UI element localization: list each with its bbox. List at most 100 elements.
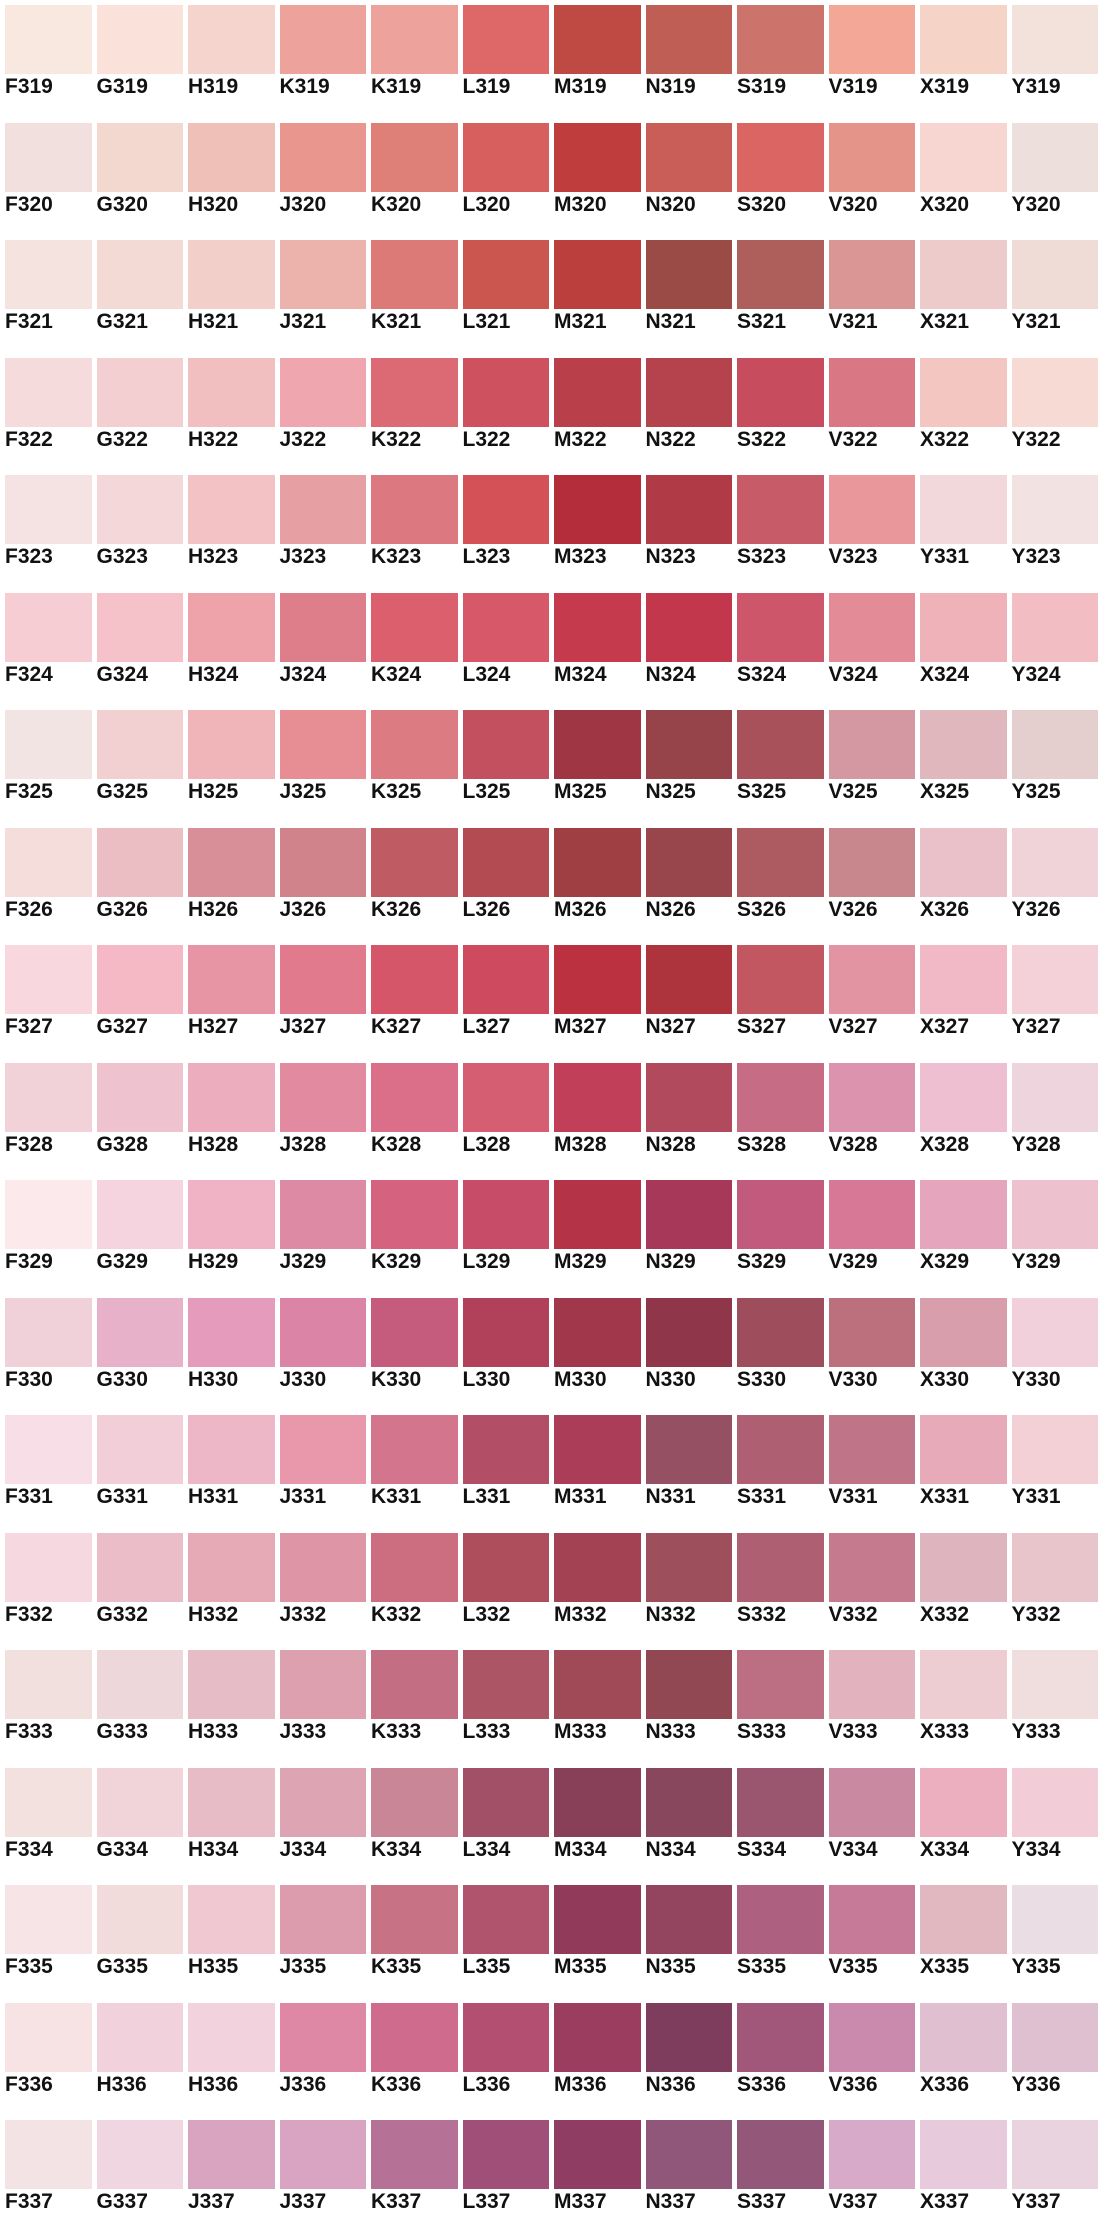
color-swatch [828,1650,915,1719]
color-code-label: J325 [279,780,327,803]
color-swatch [554,1062,641,1132]
color-swatch-cell: F332 [5,1532,92,1651]
color-swatch-cell: X319 [920,5,1007,123]
color-swatch-cell: G327 [96,945,183,1063]
color-code-label: M336 [554,2072,607,2096]
color-swatch-cell: K333 [371,1650,458,1768]
color-swatch [188,1297,275,1367]
color-swatch-cell: M333 [554,1650,641,1768]
color-swatch [554,710,641,779]
color-code-label: N319 [645,75,696,98]
color-swatch [188,1532,275,1602]
color-code-label: K327 [371,1015,422,1038]
color-swatch [96,827,183,897]
color-swatch [5,1650,92,1719]
color-code-label: V334 [828,1837,878,1861]
color-swatch-cell: L322 [462,357,549,476]
color-swatch-cell: V320 [828,122,915,241]
color-swatch [645,357,732,427]
color-swatch [828,1767,915,1837]
color-swatch [462,827,549,897]
color-swatch-cell: Y327 [1011,945,1098,1063]
color-swatch [462,1650,549,1719]
color-swatch-cell: G325 [96,710,183,828]
color-swatch [188,592,275,662]
color-code-label: L335 [462,1955,511,1978]
color-code-label: N328 [645,1132,696,1156]
color-code-label: S327 [737,1015,787,1038]
color-code-label: K336 [371,2072,422,2096]
color-swatch [462,1062,549,1132]
color-code-label: L333 [462,1720,511,1743]
color-code-label: X325 [920,780,970,803]
color-swatch [188,5,275,74]
color-swatch [1011,945,1098,1014]
color-swatch [737,5,824,74]
color-swatch-cell: S337 [737,2120,824,2238]
color-swatch [737,240,824,309]
color-swatch-cell: S324 [737,592,824,711]
color-swatch [96,1180,183,1249]
color-code-label: L325 [462,780,511,803]
color-code-label: V324 [828,662,878,686]
color-swatch-cell: N320 [645,122,732,241]
color-swatch-cell: K329 [371,1180,458,1298]
color-code-label: J333 [279,1720,327,1743]
color-code-label: X335 [920,1955,970,1978]
color-swatch-cell: G335 [96,1885,183,2003]
color-code-label: H335 [188,1955,239,1978]
color-swatch [96,1297,183,1367]
color-code-label: Y336 [1011,2072,1061,2096]
color-swatch [737,592,824,662]
color-code-label: S333 [737,1720,787,1743]
color-swatch [645,5,732,74]
color-code-label: G327 [96,1015,148,1038]
color-swatch-cell: K323 [371,475,458,593]
color-swatch-cell: L330 [462,1297,549,1416]
color-swatch [462,1297,549,1367]
color-swatch-cell: G326 [96,827,183,946]
color-code-label: H325 [188,780,239,803]
color-swatch [371,1532,458,1602]
color-swatch-cell: N332 [645,1532,732,1651]
color-swatch [1011,710,1098,779]
color-code-label: X337 [920,2190,970,2213]
color-code-label: V330 [828,1367,878,1391]
color-swatch-cell: N322 [645,357,732,476]
color-swatch-cell: M321 [554,240,641,358]
color-code-label: Y333 [1011,1720,1061,1743]
color-code-label: N324 [645,662,696,686]
color-swatch [645,592,732,662]
color-swatch [920,1885,1007,1954]
color-swatch [554,1180,641,1249]
color-swatch-cell: Y320 [1011,122,1098,241]
color-swatch-cell: M327 [554,945,641,1063]
color-swatch-cell: J337 [279,2120,366,2238]
color-code-label: J322 [279,427,327,451]
color-swatch-cell: S326 [737,827,824,946]
color-swatch [462,475,549,544]
color-swatch-cell: N325 [645,710,732,828]
color-swatch [371,1767,458,1837]
color-swatch-cell: Y335 [1011,1885,1098,2003]
color-swatch [920,1062,1007,1132]
color-swatch-cell: J325 [279,710,366,828]
color-swatch-cell: K325 [371,710,458,828]
color-swatch-cell: G320 [96,122,183,241]
color-swatch-cell: M322 [554,357,641,476]
color-swatch [554,1650,641,1719]
color-code-label: H330 [188,1367,239,1391]
color-swatch [1011,122,1098,192]
color-code-label: N327 [645,1015,696,1038]
color-swatch [279,1767,366,1837]
color-swatch [5,1767,92,1837]
color-swatch [920,2002,1007,2072]
color-code-label: G321 [96,310,148,333]
color-code-label: K334 [371,1837,422,1861]
color-swatch-cell: N319 [645,5,732,123]
color-swatch [5,592,92,662]
color-swatch [828,592,915,662]
color-code-label: M328 [554,1132,607,1156]
color-swatch-cell: S333 [737,1650,824,1768]
color-swatch-cell: L328 [462,1062,549,1181]
